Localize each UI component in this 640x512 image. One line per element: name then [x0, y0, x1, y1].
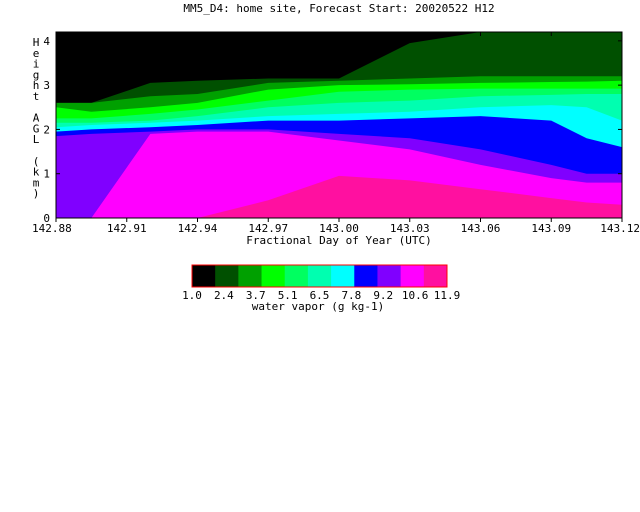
- colorbar-swatch: [238, 265, 263, 287]
- x-tick-label: 143.12: [600, 222, 640, 235]
- colorbar-tick-label: 3.7: [246, 289, 266, 302]
- colorbar-tick-label: 2.4: [214, 289, 234, 302]
- colorbar-swatch: [423, 265, 448, 287]
- y-tick-label: 4: [43, 35, 50, 48]
- colorbar-tick-label: 7.8: [341, 289, 361, 302]
- x-tick-label: 143.06: [461, 222, 501, 235]
- colorbar-swatch: [215, 265, 239, 287]
- colorbar-outline: [191, 264, 448, 288]
- y-tick-label: 0: [43, 212, 50, 225]
- colorbar-tick-label: 6.5: [310, 289, 330, 302]
- x-tick-label: 143.03: [390, 222, 430, 235]
- colorbar: 1.0 2.4 3.7 5.1 6.5 7.8 9.2 10.6 11.9: [182, 264, 461, 302]
- colorbar-tick-label: 11.9: [434, 289, 461, 302]
- colorbar-swatch: [192, 265, 216, 287]
- colorbar-swatch: [261, 265, 286, 287]
- band-10: [56, 175, 622, 218]
- x-tick-label: 143.09: [531, 222, 571, 235]
- colorbar-swatch: [307, 265, 332, 287]
- x-axis: 142.88 142.91 142.94 142.97 143.00 143.03 143.…: [32, 32, 640, 235]
- x-tick-label: 142.97: [248, 222, 288, 235]
- colorbar-swatch: [331, 265, 355, 287]
- y-axis: 0 1 2 3 4: [43, 35, 622, 225]
- colorbar-swatch: [284, 265, 309, 287]
- y-tick-label: 1: [43, 168, 50, 181]
- colorbar-tick-label: 9.2: [373, 289, 393, 302]
- colorbar-tick-label: 1.0: [182, 289, 202, 302]
- colorbar-swatch: [354, 265, 378, 287]
- x-tick-label: 143.00: [319, 222, 359, 235]
- x-axis-label: Fractional Day of Year (UTC): [246, 234, 431, 247]
- x-tick-label: 142.94: [178, 222, 218, 235]
- colorbar-swatch: [400, 265, 425, 287]
- colorbar-tick-label: 10.6: [402, 289, 429, 302]
- contour-bands: [56, 32, 622, 219]
- y-tick-label: 3: [43, 79, 50, 92]
- colorbar-swatch: [377, 265, 402, 287]
- x-tick-label: 142.88: [32, 222, 72, 235]
- colorbar-label: water vapor (g kg-1): [252, 300, 384, 313]
- x-tick-label: 142.91: [107, 222, 147, 235]
- y-tick-label: 2: [43, 123, 50, 136]
- chart-title: MM5_D4: home site, Forecast Start: 20020…: [183, 2, 494, 15]
- colorbar-tick-label: 5.1: [278, 289, 298, 302]
